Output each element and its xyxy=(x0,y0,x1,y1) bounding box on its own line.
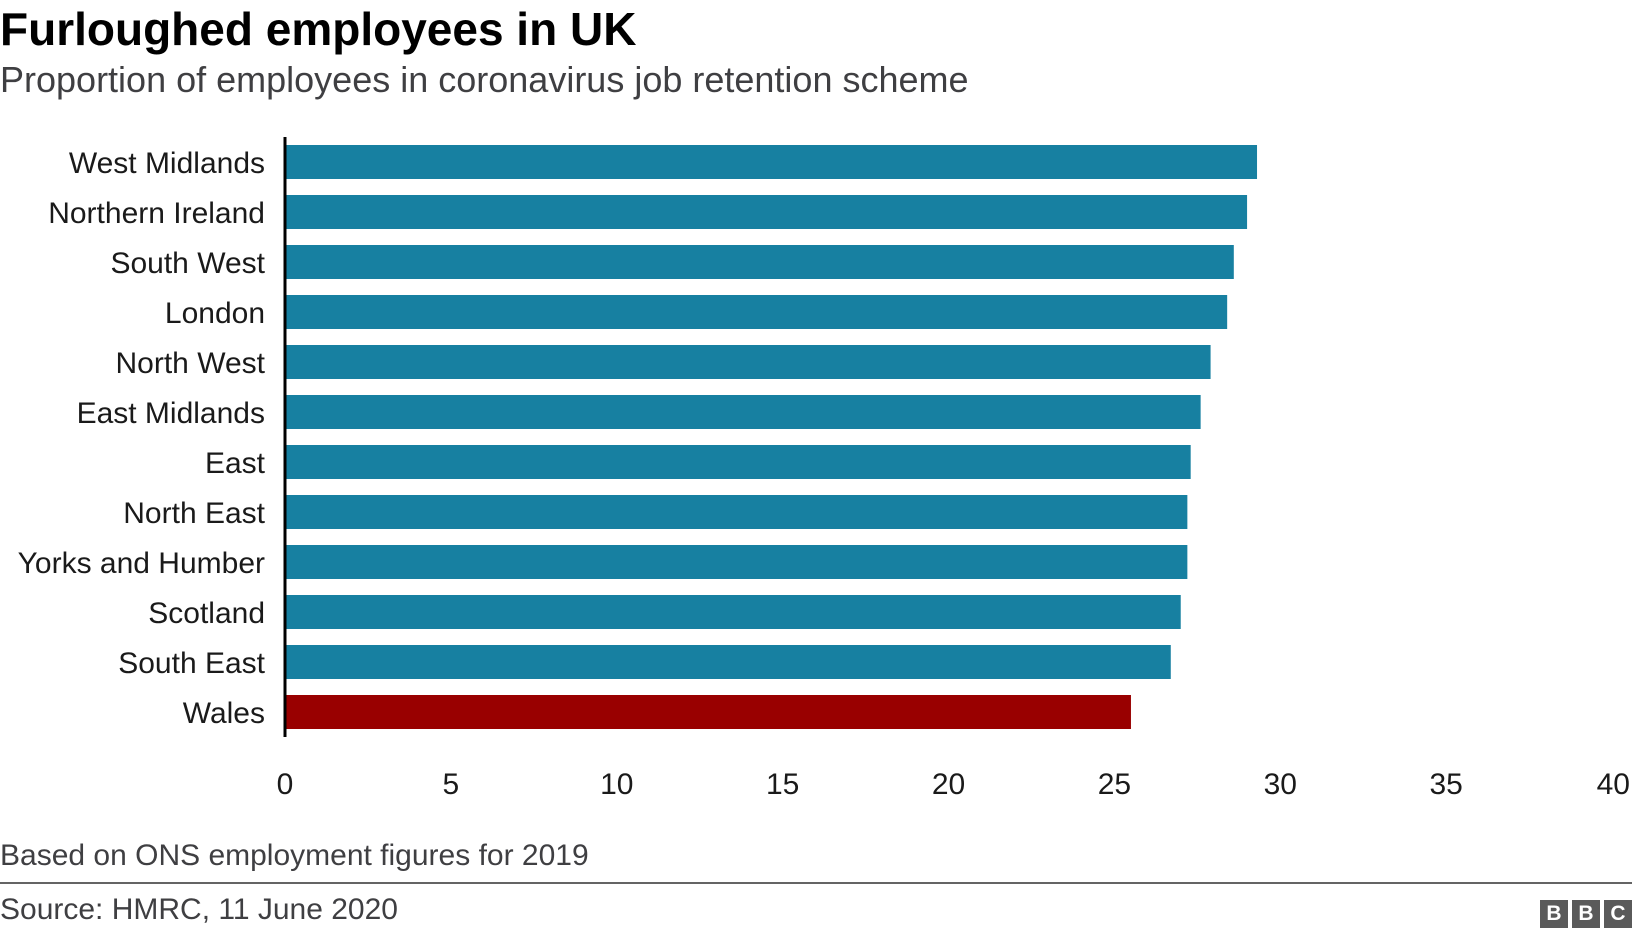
x-tick-label: 20 xyxy=(932,768,965,801)
chart-title: Furloughed employees in UK xyxy=(0,3,637,55)
logo-letter: B xyxy=(1540,900,1568,928)
bar-east-midlands xyxy=(285,395,1201,429)
bar-west-midlands xyxy=(285,145,1258,179)
logo-letter: B xyxy=(1572,900,1600,928)
category-label: London xyxy=(165,297,265,330)
category-label: Yorks and Humber xyxy=(18,547,265,580)
x-tick-label: 0 xyxy=(277,768,294,801)
x-tick-label: 15 xyxy=(766,768,799,801)
category-label: South West xyxy=(110,247,265,280)
category-label: West Midlands xyxy=(69,147,265,180)
category-label: South East xyxy=(118,647,265,680)
footer-divider xyxy=(0,882,1632,884)
bars-layer xyxy=(285,145,1258,729)
category-label: East Midlands xyxy=(77,397,265,430)
bar-scotland xyxy=(285,595,1181,629)
bbc-logo: B B C xyxy=(1540,900,1632,928)
bar-south-west xyxy=(285,245,1234,279)
category-label: Scotland xyxy=(148,597,265,630)
x-tick-label: 10 xyxy=(600,768,633,801)
bar-south-east xyxy=(285,645,1171,679)
x-axis-ticks: 0 5 10 15 20 25 30 35 40 xyxy=(277,768,1630,801)
category-label: North West xyxy=(116,347,266,380)
source-text: Source: HMRC, 11 June 2020 xyxy=(0,893,398,926)
bar-london xyxy=(285,295,1228,329)
x-tick-label: 30 xyxy=(1264,768,1297,801)
chart-subtitle: Proportion of employees in coronavirus j… xyxy=(0,59,969,100)
logo-letter: C xyxy=(1604,900,1632,928)
bar-north-west xyxy=(285,345,1211,379)
bar-north-east xyxy=(285,495,1188,529)
category-labels: West Midlands Northern Ireland South West L… xyxy=(18,147,266,730)
bar-northern-ireland xyxy=(285,195,1248,229)
bar-wales xyxy=(285,695,1131,729)
x-tick-label: 25 xyxy=(1098,768,1131,801)
category-label: North East xyxy=(123,497,265,530)
category-label: Northern Ireland xyxy=(48,197,265,230)
category-label: East xyxy=(205,447,266,480)
x-tick-label: 35 xyxy=(1429,768,1462,801)
bar-yorks-and-humber xyxy=(285,545,1188,579)
bar-chart: West Midlands Northern Ireland South West L… xyxy=(18,137,1630,801)
x-tick-label: 5 xyxy=(443,768,460,801)
x-tick-label: 40 xyxy=(1597,768,1630,801)
footnote: Based on ONS employment figures for 2019 xyxy=(0,839,589,872)
category-label: Wales xyxy=(183,697,265,730)
bar-east xyxy=(285,445,1191,479)
